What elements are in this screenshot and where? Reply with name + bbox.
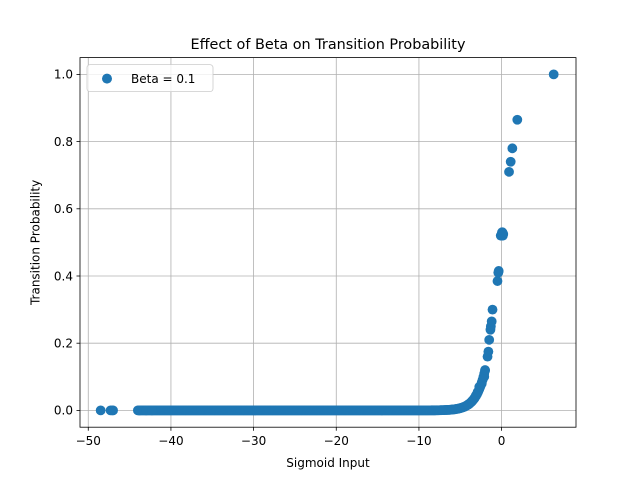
x-tick-label: 0	[498, 434, 506, 448]
y-tick-label: 0.0	[54, 404, 73, 418]
legend: Beta = 0.1	[86, 64, 214, 92]
y-tick-label: 1.0	[54, 68, 73, 82]
x-tick-label: −40	[158, 434, 183, 448]
data-point	[498, 229, 509, 239]
grid	[80, 57, 576, 428]
data-point	[484, 334, 495, 345]
y-tick-label: 0.8	[54, 135, 73, 149]
data-point	[483, 346, 494, 357]
y-axis-label: Transition Probability	[29, 180, 43, 306]
data-point	[487, 304, 498, 315]
x-tick-label: −10	[406, 434, 431, 448]
legend-label: Beta = 0.1	[131, 72, 195, 86]
data-point	[108, 405, 118, 416]
x-axis-label: Sigmoid Input	[286, 456, 370, 470]
x-tick-label: −50	[76, 434, 101, 448]
data-point	[505, 156, 516, 167]
data-point	[147, 405, 157, 416]
axis-ticks: −50 −40 −30 −20 −10 0 0.0 0.2 0.4 0.6 0.8 1.0	[54, 68, 506, 449]
y-tick-label: 0.2	[54, 337, 73, 351]
chart-title: Effect of Beta on Transition Probability	[191, 37, 466, 53]
data-points	[95, 69, 559, 416]
x-tick-label: −20	[324, 434, 349, 448]
data-point	[493, 266, 504, 276]
data-point	[507, 143, 518, 154]
y-tick-label: 0.6	[54, 202, 73, 216]
data-point	[480, 365, 490, 375]
data-point	[486, 316, 497, 327]
data-point	[512, 114, 523, 125]
data-point	[548, 69, 559, 80]
data-point	[504, 166, 514, 177]
legend-box	[86, 64, 214, 92]
x-tick-label: −30	[241, 434, 266, 448]
y-tick-label: 0.4	[54, 269, 73, 283]
legend-marker-icon	[102, 73, 112, 84]
data-point	[492, 276, 503, 286]
data-point	[95, 405, 106, 416]
axes-frame	[79, 57, 577, 428]
